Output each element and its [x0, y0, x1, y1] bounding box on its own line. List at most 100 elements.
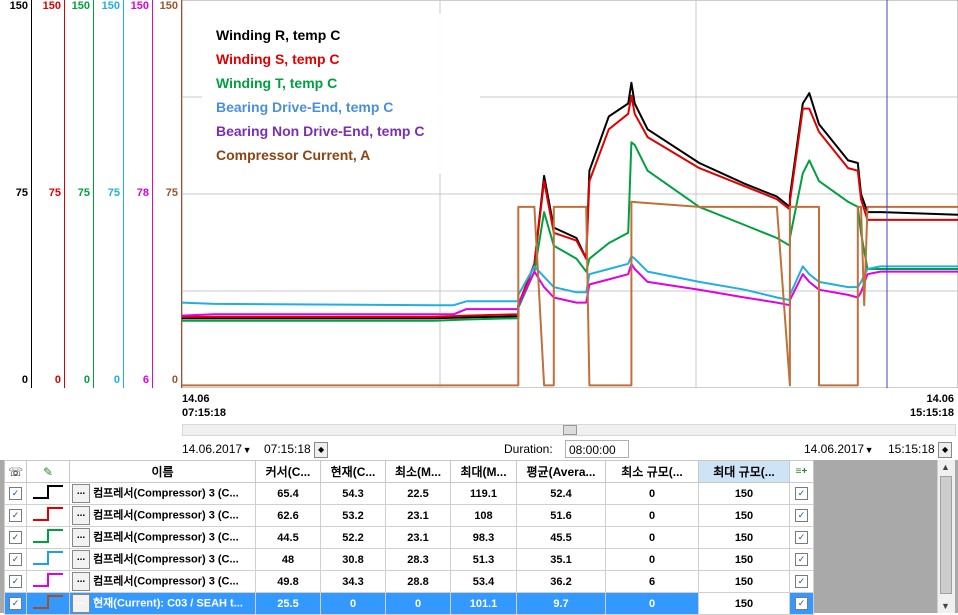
time-spin-icon[interactable]: ◆	[938, 441, 953, 458]
max-scale-header[interactable]: 최대 규모(...	[698, 460, 790, 483]
more-options-button[interactable]: ...	[72, 506, 90, 525]
line-style-swatch[interactable]	[31, 505, 65, 523]
chart-legend: Winding R, temp C Winding S, temp C Windin…	[202, 14, 480, 174]
min-header[interactable]: 최소(M...	[385, 460, 451, 483]
line-style-swatch[interactable]	[31, 483, 65, 501]
duration-field[interactable]: 08:00:00	[565, 440, 629, 458]
checkmark-icon: ✓	[9, 597, 22, 610]
more-options-button[interactable]: ...	[72, 594, 90, 613]
include-checkbox[interactable]: ✓	[789, 592, 814, 615]
series-name: 컴프레서(Compressor) 3 (C...	[93, 553, 239, 566]
end-date-picker[interactable]: 14.06.2017▼	[804, 440, 880, 458]
more-options-button[interactable]: ...	[72, 550, 90, 569]
series-name-cell[interactable]: ... 컴프레서(Compressor) 3 (C...	[69, 482, 256, 505]
start-time-label: 07:15:18	[182, 407, 227, 419]
chevron-down-icon[interactable]: ▼	[242, 445, 252, 455]
line-style-swatch[interactable]	[31, 549, 65, 567]
checkmark-icon: ✓	[795, 509, 808, 522]
checkmark-icon: ✓	[9, 509, 22, 522]
min-scale-value[interactable]: 0	[605, 526, 699, 549]
y-scale-mid-label: 78	[136, 187, 149, 199]
table-row[interactable]: ✓... 컴프레서(Compressor) 3 (C... 48 30.8 28.3 5…	[4, 548, 814, 571]
start-time-field[interactable]: 07:15:18 ◆	[264, 440, 334, 458]
max-header[interactable]: 최대(M...	[450, 460, 517, 483]
grid-scroll-thumb[interactable]	[940, 476, 952, 594]
style-cell[interactable]	[26, 526, 70, 549]
avg-value: 35.1	[516, 548, 606, 571]
min-scale-value[interactable]: 6	[605, 570, 699, 593]
include-checkbox[interactable]: ✓	[789, 504, 814, 527]
table-row[interactable]: ✓... 컴프레서(Compressor) 3 (C... 62.6 53.2 23.…	[4, 504, 814, 527]
visible-checkbox[interactable]: ✓	[4, 482, 27, 505]
series-name-cell[interactable]: ... 컴프레서(Compressor) 3 (C...	[69, 504, 256, 527]
visible-checkbox[interactable]: ✓	[4, 526, 27, 549]
table-row[interactable]: ✓... 컴프레서(Compressor) 3 (C... 49.8 34.3 28.…	[4, 570, 814, 593]
max-scale-value[interactable]: 150	[698, 526, 790, 549]
current-header[interactable]: 현재(C...	[320, 460, 386, 483]
visibility-header-icon[interactable]: ☏	[4, 460, 27, 483]
grid-vertical-scrollbar[interactable]: ▲ ▼	[937, 460, 955, 613]
series-name-cell[interactable]: ... 현재(Current): C03 / SEAH t...	[69, 592, 256, 615]
checkmark-icon: ✓	[9, 487, 22, 500]
trend-plot[interactable]: Winding R, temp C Winding S, temp C Windin…	[182, 0, 958, 388]
time-scrollbar[interactable]	[182, 424, 956, 436]
min-scale-value[interactable]: 0	[605, 548, 699, 571]
duration-label: Duration:	[504, 442, 553, 456]
max-scale-value[interactable]: 150	[698, 570, 790, 593]
style-cell[interactable]	[26, 592, 70, 615]
style-cell[interactable]	[26, 548, 70, 571]
min-value: 0	[385, 592, 451, 615]
visible-checkbox[interactable]: ✓	[4, 592, 27, 615]
time-spin-icon[interactable]: ◆	[314, 441, 329, 458]
table-row[interactable]: ✓... 컴프레서(Compressor) 3 (C... 65.4 54.3 22.…	[4, 482, 814, 505]
table-row[interactable]: ✓... 컴프레서(Compressor) 3 (C... 44.5 52.2 23.…	[4, 526, 814, 549]
line-style-swatch[interactable]	[31, 527, 65, 545]
series-line-6	[182, 200, 958, 387]
min-scale-value[interactable]: 0	[605, 482, 699, 505]
pen-header-icon[interactable]: ✎	[26, 460, 70, 483]
include-checkbox[interactable]: ✓	[789, 548, 814, 571]
y-scale-line	[31, 0, 32, 388]
visible-checkbox[interactable]: ✓	[4, 504, 27, 527]
max-scale-value[interactable]: 150	[698, 482, 790, 505]
end-time-label: 15:15:18	[909, 407, 954, 419]
start-date-label: 14.06	[182, 393, 210, 405]
table-row[interactable]: ✓... 현재(Current): C03 / SEAH t... 25.5 0 0 1…	[4, 592, 814, 615]
include-checkbox[interactable]: ✓	[789, 482, 814, 505]
line-style-swatch[interactable]	[31, 571, 65, 589]
add-series-icon[interactable]: ≡+	[789, 460, 814, 483]
line-style-swatch[interactable]	[31, 593, 65, 611]
style-cell[interactable]	[26, 482, 70, 505]
more-options-button[interactable]: ...	[72, 484, 90, 503]
end-time-field[interactable]: 15:15:18 ◆	[888, 440, 958, 458]
style-cell[interactable]	[26, 570, 70, 593]
min-scale-value[interactable]: 0	[605, 592, 699, 615]
series-name-cell[interactable]: ... 컴프레서(Compressor) 3 (C...	[69, 526, 256, 549]
include-checkbox[interactable]: ✓	[789, 570, 814, 593]
series-name-cell[interactable]: ... 컴프레서(Compressor) 3 (C...	[69, 548, 256, 571]
y-scale-4: 150 75 0	[92, 0, 124, 390]
style-cell[interactable]	[26, 504, 70, 527]
chevron-down-icon[interactable]: ▼	[864, 445, 874, 455]
scroll-up-icon[interactable]: ▲	[941, 462, 950, 472]
visible-checkbox[interactable]: ✓	[4, 548, 27, 571]
min-scale-header[interactable]: 최소 규모(...	[605, 460, 699, 483]
y-scale-line	[64, 0, 65, 388]
visible-checkbox[interactable]: ✓	[4, 570, 27, 593]
more-options-button[interactable]: ...	[72, 572, 90, 591]
series-name-cell[interactable]: ... 컴프레서(Compressor) 3 (C...	[69, 570, 256, 593]
cursor-value: 48	[255, 548, 321, 571]
more-options-button[interactable]: ...	[72, 528, 90, 547]
start-date-picker[interactable]: 14.06.2017▼	[182, 440, 258, 458]
avg-header[interactable]: 평균(Avera...	[516, 460, 606, 483]
time-scroll-thumb[interactable]	[563, 425, 577, 435]
cursor-header[interactable]: 커서(C...	[255, 460, 321, 483]
scroll-down-icon[interactable]: ▼	[941, 601, 950, 611]
name-header[interactable]: 이름	[69, 460, 256, 483]
max-scale-value[interactable]: 150	[698, 504, 790, 527]
min-scale-value[interactable]: 0	[605, 504, 699, 527]
y-scale-6: 150 75 0	[150, 0, 182, 390]
max-scale-value[interactable]: 150	[698, 548, 790, 571]
max-scale-value[interactable]: 150	[698, 592, 790, 615]
include-checkbox[interactable]: ✓	[789, 526, 814, 549]
